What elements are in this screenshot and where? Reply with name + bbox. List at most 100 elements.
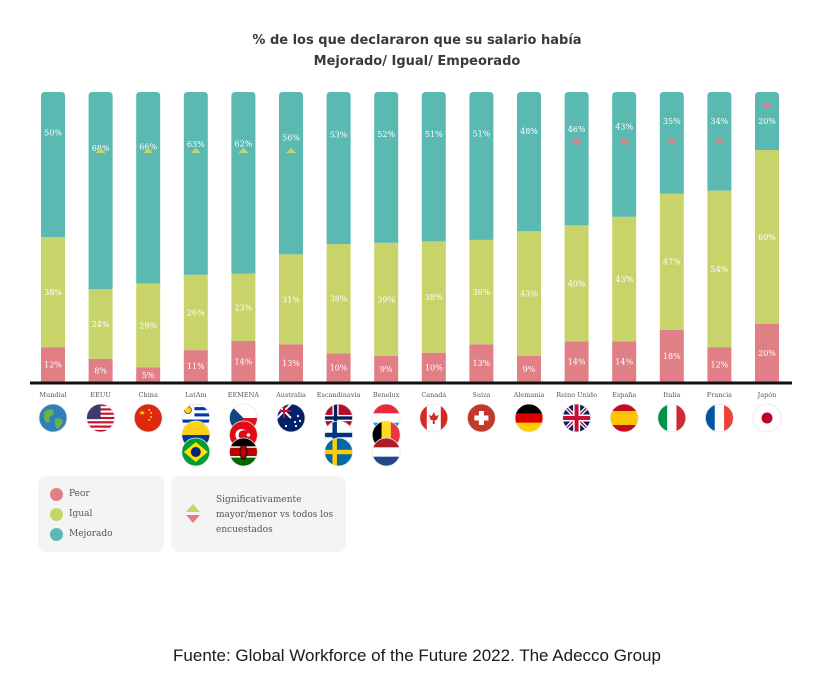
chart-title-line1: % de los que declararon que su salario h… [252,33,582,48]
bar-segment-igual [469,239,494,345]
data-label-igual: 40% [568,279,586,288]
x-tick-label: Italia [663,391,680,399]
bar-segment-peor [326,353,351,382]
bar-segment-igual [421,241,446,353]
data-label-igual: 43% [520,290,538,299]
data-label-igual: 60% [758,233,776,242]
bar-segment-peor [88,358,113,382]
data-label-igual: 43% [615,275,633,284]
data-label-peor: 13% [282,359,300,368]
flag-italy-icon [657,403,687,433]
bar-segment-igual [41,237,65,348]
data-label-mejorado: 20% [758,117,776,126]
flag-uk-icon [562,403,591,433]
bar-segment-igual [326,244,351,354]
bar-segment-igual [755,150,779,324]
data-label-peor: 11% [187,362,205,371]
data-label-mejorado: 50% [44,129,62,138]
bar-segment-mejorado [469,92,494,240]
flag-china-icon [133,403,163,433]
x-tick-label: Canadá [421,391,446,399]
x-tick-label: Australia [275,391,306,399]
x-tick-label: EEUU [90,391,111,399]
flag-netherlands-icon [371,437,401,467]
significance-down-marker [571,140,582,145]
data-label-peor: 8% [94,366,107,375]
flag-germany-icon [514,403,544,433]
data-label-igual: 24% [92,320,110,329]
bar-group-espana [612,92,637,382]
data-label-igual: 38% [330,295,348,304]
bar-group-escandinavia [326,92,351,382]
significance-down-marker [714,140,725,145]
flag-switzerland-icon [466,403,496,433]
bar-segment-mejorado [326,92,351,245]
data-label-mejorado: 63% [187,140,205,149]
significance-down-marker [666,140,677,145]
flag-kenya-icon [228,437,258,467]
data-label-mejorado: 51% [425,130,443,139]
significance-down-marker [762,104,772,109]
data-label-mejorado: 34% [711,117,729,126]
bar-segment-peor [374,355,399,382]
up-down-triangle-icon [186,504,200,523]
bar-segment-mejorado [183,92,208,275]
bar-segment-peor [231,340,256,382]
bar-segment-igual [659,193,684,330]
data-label-igual: 38% [44,288,62,297]
x-tick-label: Mundial [39,391,66,399]
bar-segment-igual [517,231,541,356]
bar-group-eeuu [88,92,113,382]
bar-segment-mejorado [517,92,541,232]
bar-segment-peor [183,350,208,382]
bar-segment-peor [421,352,446,382]
data-label-igual: 39% [377,295,395,304]
bar-segment-peor [136,367,161,382]
bar-segment-igual [279,254,303,345]
bar-segment-peor [612,341,637,382]
x-tick-label: Alemania [513,391,545,399]
bar-group-benelux [374,92,399,382]
x-tick-label: China [139,391,158,399]
data-label-peor: 18% [663,352,681,361]
source-note: Fuente: Global Workforce of the Future 2… [173,646,661,665]
data-label-peor: 9% [380,365,393,374]
x-tick-label: Francia [707,391,732,399]
data-label-mejorado: 51% [473,129,491,138]
bar-segment-peor [707,347,732,382]
bar-segment-mejorado [279,92,303,255]
data-label-peor: 20% [758,349,776,358]
data-label-peor: 13% [473,359,491,368]
flag-globe-icon [38,403,68,433]
chart-title: % de los que declararon que su salario h… [0,30,834,72]
bar-segment-mejorado [421,92,446,242]
data-label-igual: 36% [473,288,491,297]
x-tick-label: LatAm [185,391,207,399]
data-label-peor: 12% [44,361,62,370]
x-tick-label: Suiza [472,391,490,399]
significance-up-marker [238,148,249,153]
bar-segment-igual [612,216,637,342]
bar-group-japon [755,92,779,382]
bar-segment-mejorado [136,92,161,284]
data-label-mejorado: 35% [663,117,681,126]
bar-segment-igual [374,242,399,356]
x-tick-label: España [612,391,636,399]
data-label-mejorado: 56% [282,134,300,143]
bar-group-mundial [41,92,65,382]
bar-segment-igual [88,289,113,359]
significance-up-marker [95,148,106,153]
data-label-igual: 54% [711,265,729,274]
data-label-peor: 5% [142,371,155,380]
bar-segment-mejorado [88,92,113,290]
flag-france-icon [705,403,734,433]
bar-group-canada [421,92,446,382]
bar-group-reino-unido [564,92,589,382]
stacked-bar-chart: 12%38%50%8%24%68%5%29%66%11%26%63%14%23%… [30,92,792,467]
bar-group-italia [659,92,684,382]
bar-segment-peor [755,324,779,382]
legend-swatch-mejorado [50,527,63,541]
data-label-mejorado: 43% [615,122,633,131]
bar-segment-igual [136,283,161,368]
data-label-peor: 14% [568,358,586,367]
